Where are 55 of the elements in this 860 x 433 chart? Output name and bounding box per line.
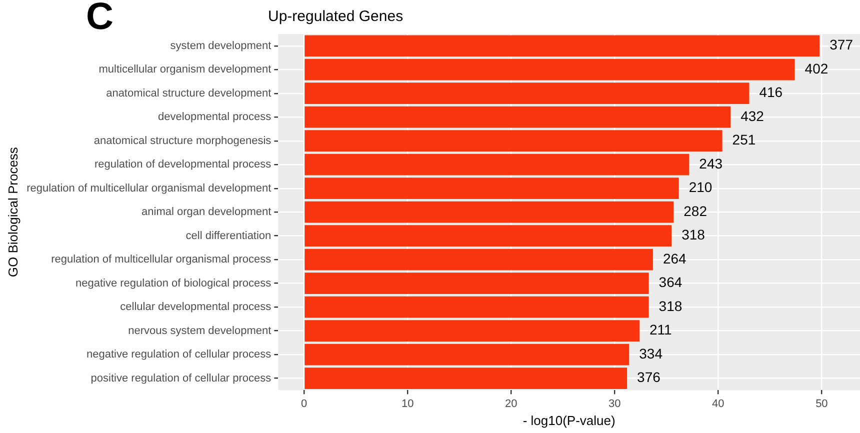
y-tick-label: anatomical structure development [106,87,272,100]
bar [304,201,674,223]
annotation: 402 [804,60,828,76]
bar [304,35,820,57]
annotation: 416 [759,84,783,100]
bar [304,178,679,200]
x-tick-label: 50 [816,398,828,410]
y-tick-label: cell differentiation [186,230,272,242]
annotation: 251 [732,132,756,148]
y-tick-label: multicellular organism development [98,64,272,76]
bar [304,154,690,176]
annotation: 243 [699,155,723,172]
y-tick-label: negative regulation of biological process [75,277,272,290]
bar [304,225,672,247]
y-tick-label: developmental process [158,111,272,124]
bar [304,130,722,152]
chart-title: Up-regulated Genes [268,8,404,25]
y-tick-label: anatomical structure morphogenesis [94,134,272,147]
x-tick-label: 10 [401,398,414,410]
y-tick-label: animal organ development [142,206,272,218]
x-axis-title: - log10(P-value) [522,412,616,428]
y-tick-label: negative regulation of cellular process [86,348,272,361]
x-tick-label: 0 [300,398,308,410]
annotation: 264 [662,250,687,266]
bar [304,248,653,270]
annotation: 432 [740,108,764,124]
x-tick-label: 30 [608,398,621,410]
bar [304,368,628,390]
x-tick-label: 20 [504,398,518,410]
bar [304,106,731,128]
annotation: 364 [658,274,682,290]
annotation: 210 [688,179,712,196]
y-tick-label: cellular developmental process [120,301,272,314]
y-axis-title: GO Biological Process [5,146,20,278]
bar [304,272,649,294]
annotation: 334 [639,345,663,362]
annotation: 376 [637,369,661,386]
bar [304,296,649,318]
annotation: 377 [830,36,854,53]
annotation: 211 [649,322,672,338]
annotation: 318 [682,226,706,243]
y-tick-label: regulation of multicellular organismal development [26,182,272,194]
bar [304,320,640,342]
annotation: 282 [684,202,708,219]
x-tick-label: 40 [712,398,724,410]
y-tick-label: regulation of multicellular organismal process [51,254,272,266]
text: C [86,0,114,39]
bar [304,344,630,366]
bar [304,82,750,104]
y-tick-label: nervous system development [128,324,272,337]
bar [304,58,795,80]
y-tick-label: regulation of developmental process [94,158,272,171]
y-tick-label: system development [170,40,272,52]
annotation: 318 [658,298,682,314]
y-tick-label: positive regulation of cellular process [90,372,272,384]
